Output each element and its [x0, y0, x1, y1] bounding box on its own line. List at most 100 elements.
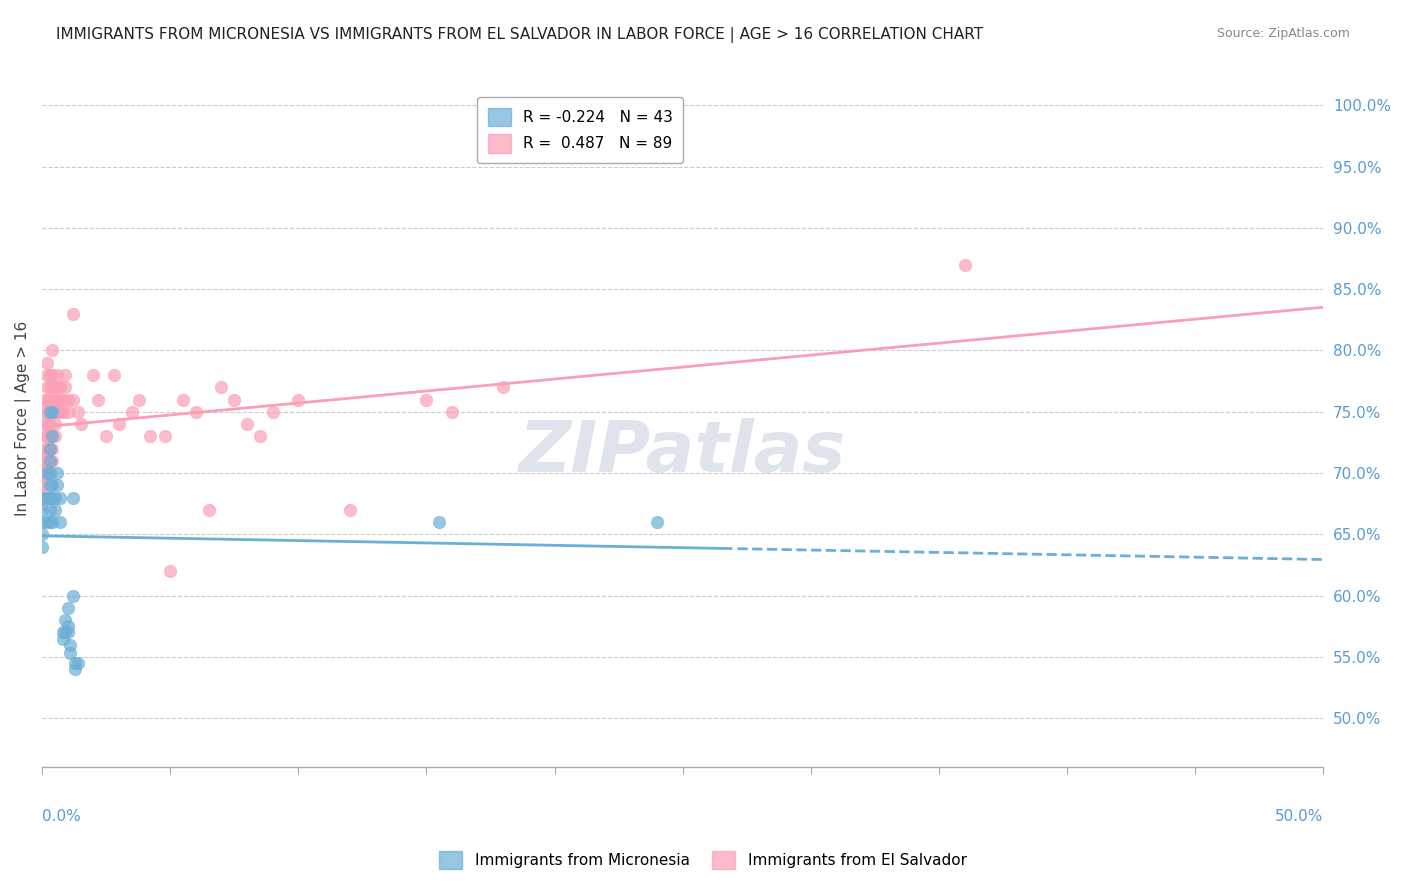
Point [69, 417, 91, 431]
Legend: Immigrants from Micronesia, Immigrants from El Salvador: Immigrants from Micronesia, Immigrants f… [433, 845, 973, 875]
Point [41, 405, 63, 419]
Point [31, 491, 53, 505]
Point [34, 448, 56, 462]
Text: 0.0%: 0.0% [42, 809, 82, 824]
Point [44, 417, 66, 431]
Point [34, 392, 56, 407]
Point [37, 368, 59, 382]
Point [38, 429, 60, 443]
Point [41, 380, 63, 394]
Point [38, 405, 60, 419]
Point [56, 601, 79, 615]
Text: ZIPatlas: ZIPatlas [519, 418, 846, 487]
Point [44, 405, 66, 419]
Point [41, 491, 63, 505]
Point [38, 478, 60, 492]
Point [65, 662, 87, 676]
Point [49, 405, 72, 419]
Point [38, 503, 60, 517]
Point [38, 454, 60, 468]
Point [224, 392, 246, 407]
Point [31, 527, 53, 541]
Point [41, 515, 63, 529]
Point [52, 632, 75, 646]
Point [56, 619, 79, 633]
Point [53, 613, 76, 627]
Point [62, 392, 84, 407]
Point [41, 442, 63, 456]
Point [49, 515, 72, 529]
Point [184, 405, 207, 419]
Point [49, 380, 72, 394]
Point [62, 491, 84, 505]
Point [121, 405, 143, 419]
Point [103, 368, 125, 382]
Point [56, 625, 79, 640]
Point [159, 564, 181, 578]
Point [37, 405, 59, 419]
Point [53, 368, 76, 382]
Point [31, 515, 53, 529]
Point [31, 478, 53, 492]
Point [38, 454, 60, 468]
Point [41, 429, 63, 443]
Point [52, 392, 75, 407]
Point [38, 466, 60, 480]
Point [62, 307, 84, 321]
Point [41, 454, 63, 468]
Point [38, 491, 60, 505]
Point [41, 343, 63, 358]
Point [38, 380, 60, 394]
Point [82, 368, 104, 382]
Point [953, 258, 976, 272]
Point [31, 497, 53, 511]
Point [66, 405, 89, 419]
Point [38, 417, 60, 431]
Point [37, 466, 59, 480]
Point [59, 646, 82, 660]
Point [53, 625, 76, 640]
Point [38, 405, 60, 419]
Point [37, 429, 59, 443]
Point [31, 466, 53, 480]
Point [34, 459, 56, 474]
Point [52, 625, 75, 640]
Point [287, 392, 309, 407]
Point [37, 466, 59, 480]
Point [415, 392, 437, 407]
Point [37, 392, 59, 407]
Point [49, 491, 72, 505]
Point [262, 405, 284, 419]
Text: 50.0%: 50.0% [1275, 809, 1323, 824]
Point [37, 380, 59, 394]
Point [37, 454, 59, 468]
Point [34, 405, 56, 419]
Point [87, 392, 110, 407]
Point [34, 472, 56, 486]
Point [34, 442, 56, 456]
Point [41, 405, 63, 419]
Point [31, 540, 53, 554]
Point [46, 368, 69, 382]
Point [41, 368, 63, 382]
Point [249, 429, 271, 443]
Point [65, 656, 87, 670]
Point [52, 405, 75, 419]
Point [34, 429, 56, 443]
Y-axis label: In Labor Force | Age > 16: In Labor Force | Age > 16 [15, 320, 31, 516]
Point [37, 491, 59, 505]
Point [41, 429, 63, 443]
Point [38, 368, 60, 382]
Point [62, 589, 84, 603]
Point [197, 503, 219, 517]
Point [645, 515, 668, 529]
Point [38, 442, 60, 456]
Point [31, 472, 53, 486]
Point [172, 392, 194, 407]
Point [46, 392, 69, 407]
Point [441, 405, 464, 419]
Text: IMMIGRANTS FROM MICRONESIA VS IMMIGRANTS FROM EL SALVADOR IN LABOR FORCE | AGE >: IMMIGRANTS FROM MICRONESIA VS IMMIGRANTS… [56, 27, 983, 43]
Point [37, 515, 59, 529]
Point [31, 491, 53, 505]
Text: Source: ZipAtlas.com: Source: ZipAtlas.com [1216, 27, 1350, 40]
